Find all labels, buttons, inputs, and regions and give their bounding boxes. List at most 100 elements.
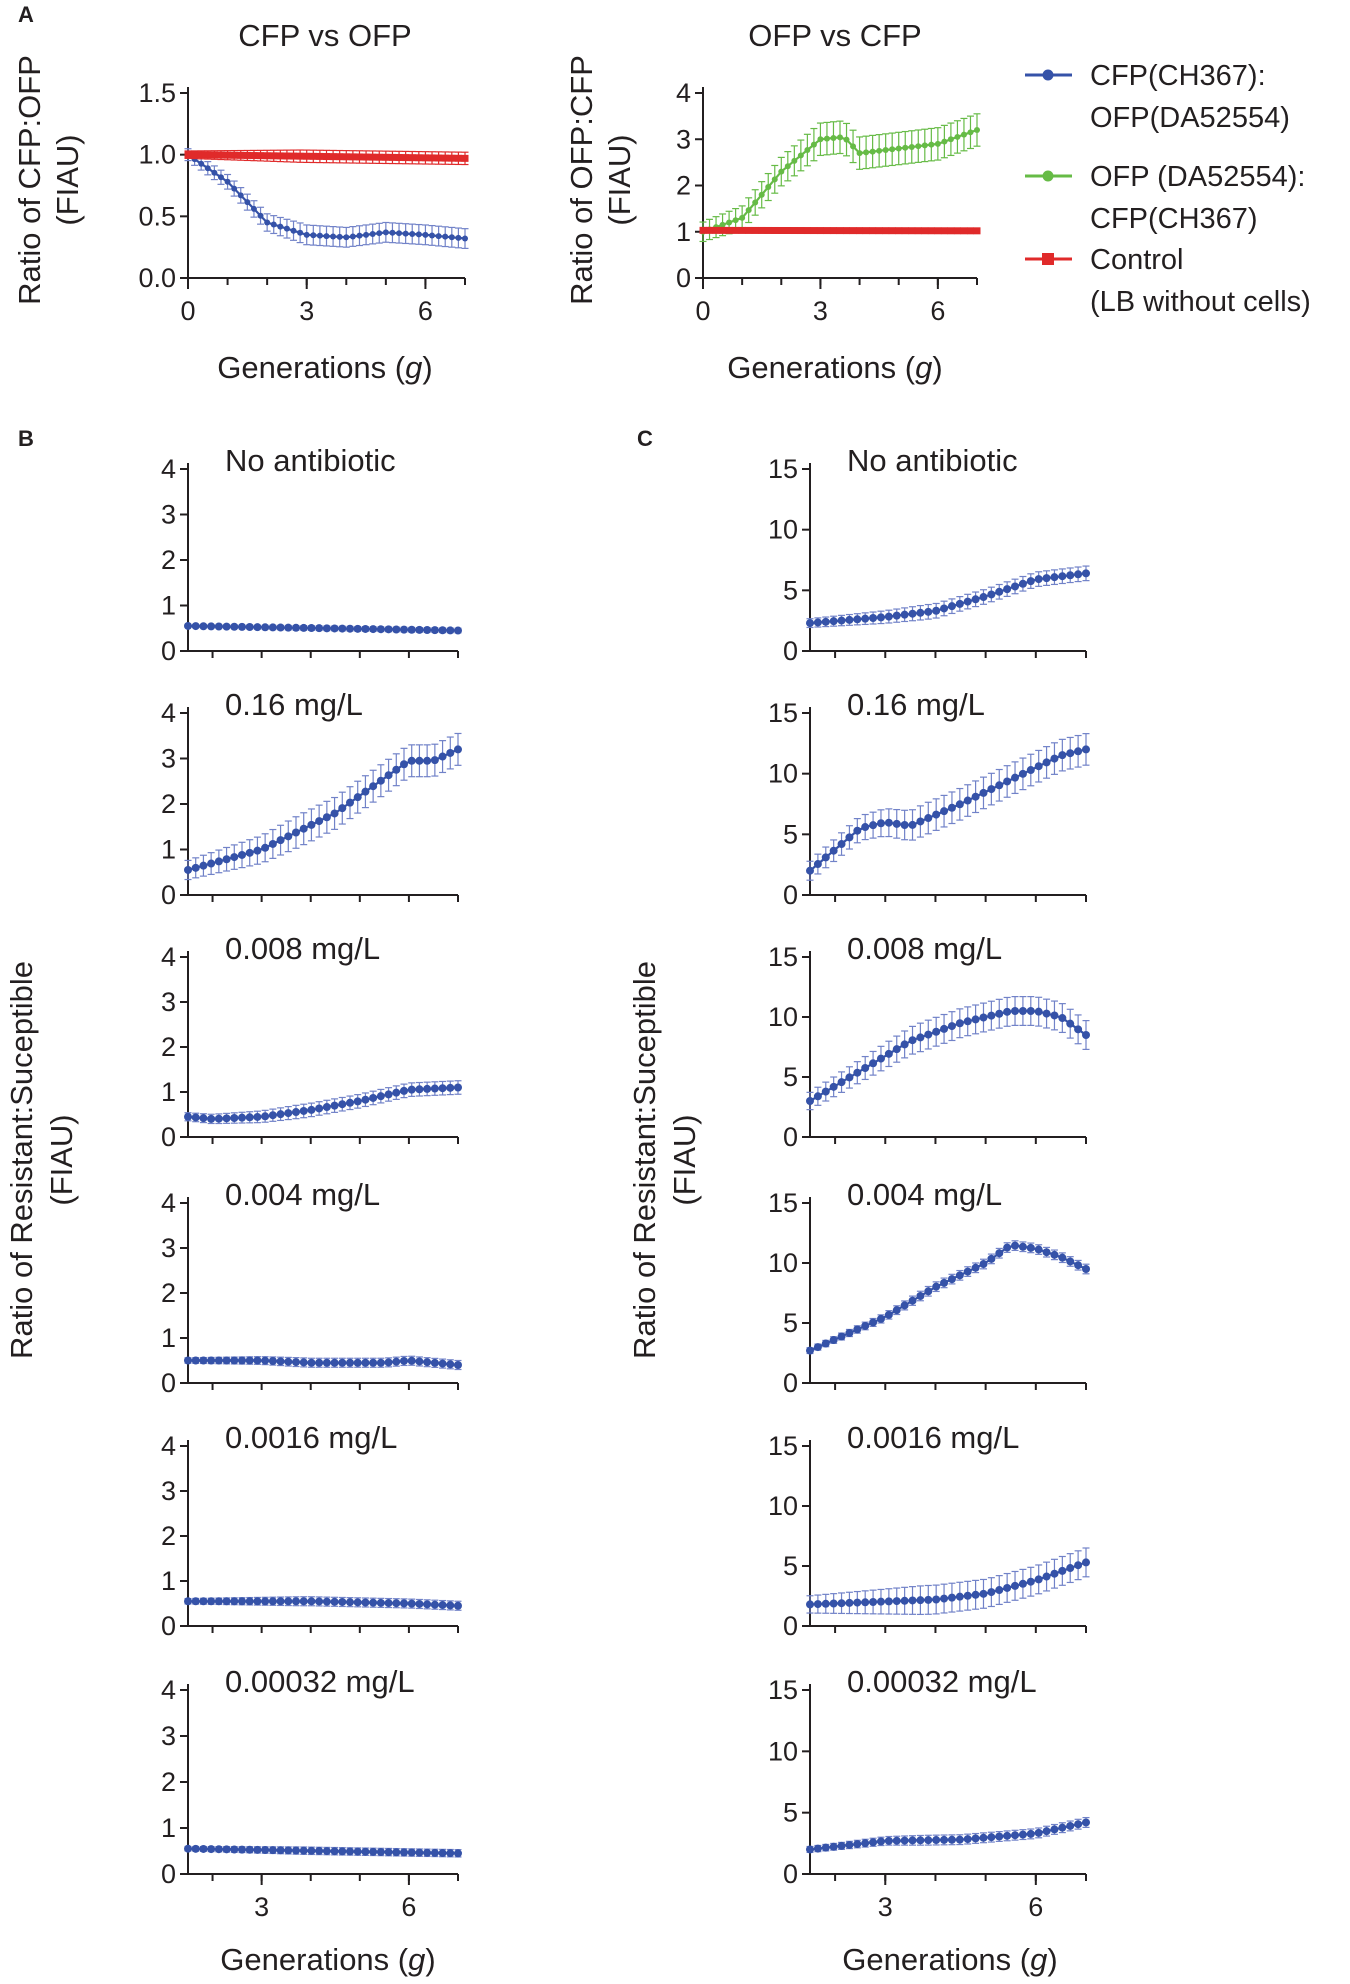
chart-c3-point xyxy=(861,1064,870,1072)
panel-b-ylabel-line2: (FIAU) xyxy=(44,1114,79,1205)
chart-a2-point xyxy=(974,127,980,133)
chart-a2-point xyxy=(895,227,903,235)
chart-c2-point xyxy=(845,833,854,842)
chart-c1-point xyxy=(1011,582,1020,591)
chart-c3-point xyxy=(1074,1025,1083,1034)
chart-b6-point xyxy=(199,1844,208,1853)
chart-c1-point xyxy=(916,608,925,617)
legend-marker-cfp xyxy=(1042,69,1054,81)
chart-a2-point xyxy=(765,184,772,191)
chart-a1-xtick-label: 3 xyxy=(299,296,314,326)
chart-c2-point xyxy=(995,781,1004,790)
chart-a2-point xyxy=(863,149,870,156)
chart-b3-point xyxy=(353,1097,362,1106)
chart-a1-point xyxy=(329,153,337,161)
chart-b5-ytick-label: 3 xyxy=(161,1476,176,1506)
chart-c2-point xyxy=(876,819,885,828)
chart-a1-point xyxy=(204,151,212,159)
chart-c3-point xyxy=(947,1022,956,1031)
chart-c1-point xyxy=(884,612,893,621)
chart-a2-point xyxy=(960,131,967,138)
chart-b3-series-0 xyxy=(184,1080,462,1125)
chart-c5-point xyxy=(995,1586,1004,1595)
chart-c6-point xyxy=(1026,1829,1035,1838)
chart-a1-point xyxy=(296,152,304,160)
chart-c3-point xyxy=(1018,1007,1027,1015)
chart-b3-point xyxy=(346,1098,354,1107)
chart-b5-point xyxy=(407,1599,416,1608)
chart-c5-point xyxy=(1042,1572,1051,1581)
chart-c4-point xyxy=(971,1263,980,1272)
chart-a2-point xyxy=(810,227,818,235)
chart-c3-point xyxy=(916,1033,925,1042)
chart-a2-point xyxy=(797,152,804,159)
chart-c5-point xyxy=(1074,1561,1083,1570)
xlabel-g: g xyxy=(405,350,422,385)
chart-b1-series-0 xyxy=(184,621,462,635)
chart-c1-point xyxy=(813,618,822,627)
chart-c4-point xyxy=(829,1336,838,1345)
chart-b4-point xyxy=(338,1358,347,1367)
chart-b2-point xyxy=(353,793,362,802)
chart-a2-point xyxy=(829,227,837,235)
chart-a2-point xyxy=(823,135,830,142)
chart-c6-point xyxy=(947,1835,956,1844)
chart-c2-point xyxy=(892,819,901,828)
chart-b2-point xyxy=(292,828,300,837)
chart-a1-point xyxy=(257,152,265,160)
chart-b4-point xyxy=(307,1358,316,1367)
chart-a1-point xyxy=(224,151,232,159)
chart-a2-point xyxy=(889,146,896,153)
chart-a1-point xyxy=(396,230,403,237)
chart-a2: 0 1 2 3 4 0 3 6 xyxy=(676,78,981,326)
chart-c2-point xyxy=(963,796,972,805)
legend-ofp-line2: CFP(CH367) xyxy=(1090,203,1258,235)
chart-a1-point xyxy=(429,232,436,239)
chart-c5-ytick-label: 0 xyxy=(783,1611,798,1641)
chart-c2-point xyxy=(979,788,988,797)
chart-c3-point xyxy=(995,1009,1004,1018)
panel-letter-a: A xyxy=(18,2,34,27)
chart-c3-ytick-label: 15 xyxy=(768,942,798,972)
chart-c2-point xyxy=(1050,754,1059,763)
chart-b5-point xyxy=(230,1597,239,1606)
chart-c1-title: No antibiotic xyxy=(847,443,1018,478)
chart-b1-point xyxy=(268,623,277,632)
chart-c6-point xyxy=(995,1832,1004,1841)
chart-b6-point xyxy=(454,1849,462,1858)
chart-c4-point xyxy=(1082,1265,1090,1273)
chart-a1-point xyxy=(316,232,323,239)
chart-b5-point xyxy=(191,1597,200,1606)
legend-ofp-line1: OFP (DA52554): xyxy=(1090,161,1305,193)
chart-b3-point xyxy=(214,1114,223,1123)
chart-b4-point xyxy=(214,1356,223,1365)
chart-c1-point xyxy=(829,617,838,626)
chart-c2-point xyxy=(1066,749,1075,758)
chart-a1-point xyxy=(356,232,363,239)
chart-b2-point xyxy=(369,782,378,791)
chart-b4-point xyxy=(299,1358,308,1367)
chart-c4-point xyxy=(995,1249,1004,1258)
chart-a1-point xyxy=(441,154,449,162)
chart-b5-point xyxy=(353,1598,362,1607)
chart-c5-point xyxy=(1011,1581,1020,1590)
chart-c3-ytick-label: 5 xyxy=(783,1062,798,1092)
chart-c3-point xyxy=(908,1036,917,1045)
chart-b5-point xyxy=(238,1597,246,1606)
chart-c3-point xyxy=(1011,1007,1020,1015)
chart-a1-point xyxy=(290,227,297,234)
chart-a1-point xyxy=(349,233,356,240)
chart-c4-point xyxy=(1074,1261,1083,1270)
chart-a2-point xyxy=(726,219,733,226)
chart-c3-point xyxy=(837,1078,846,1087)
chart-a2-point xyxy=(876,147,883,154)
chart-a1-ytick-label: 0.5 xyxy=(138,201,176,231)
chart-b5-point xyxy=(369,1598,378,1607)
chart-c1-point xyxy=(1034,575,1043,584)
chart-b6-point xyxy=(430,1848,439,1857)
chart-b5-series-0 xyxy=(184,1596,462,1611)
chart-b1-point xyxy=(430,626,439,635)
chart-b1-point xyxy=(369,625,378,634)
chart-b3-point xyxy=(430,1084,439,1093)
chart-c2-point xyxy=(916,817,925,826)
